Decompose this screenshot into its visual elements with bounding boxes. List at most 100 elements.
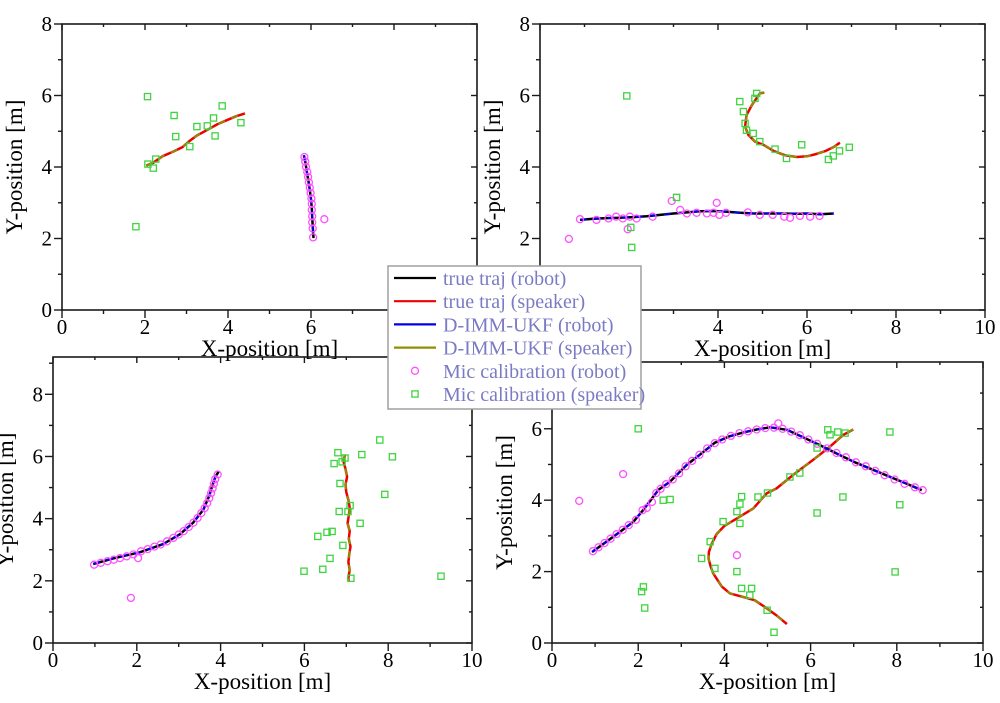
x-tick-label: 10 — [973, 648, 994, 672]
mic-calibration-speaker-marker — [845, 143, 854, 152]
legend: true traj (robot)true traj (speaker) D-IM… — [387, 265, 645, 410]
mic-calibration-robot-marker — [703, 444, 712, 453]
mic-calibration-robot-marker — [880, 471, 889, 480]
mic-calibration-speaker-marker — [627, 223, 635, 232]
mic-calibration-robot-marker — [778, 424, 787, 433]
mic-calibration-speaker-marker — [149, 164, 158, 172]
mic-calibration-speaker-marker — [771, 145, 779, 153]
mic-calibration-robot-marker — [900, 479, 909, 488]
mic-calibration-robot-marker — [692, 208, 701, 217]
mic-calibration-speaker-marker — [623, 92, 631, 100]
mic-calibration-speaker-marker — [326, 554, 334, 563]
y-tick-label: 8 — [42, 12, 53, 36]
mic-calibration-robot-marker — [308, 224, 317, 233]
legend-item-label: D-IMM-UKF (speaker) — [443, 338, 632, 360]
mic-calibration-robot-marker — [303, 172, 313, 182]
x-axis-label: X-position [m] — [699, 669, 836, 694]
mic-calibration-speaker-marker — [813, 444, 821, 452]
mic-calibration-speaker-marker — [330, 459, 338, 468]
y-tick-label: 4 — [42, 155, 53, 179]
y-tick-label: 6 — [33, 444, 44, 468]
x-tick-label: 0 — [57, 315, 68, 339]
legend-item: D-IMM-UKF (speaker) — [394, 338, 632, 360]
d-imm-ukf-robot-line — [591, 426, 923, 553]
mic-calibration-robot-marker — [812, 439, 822, 448]
true-traj-robot-line — [92, 471, 220, 566]
mic-calibration-robot-marker — [647, 497, 657, 507]
mic-calibration-robot-marker — [676, 205, 685, 215]
mic-calibration-speaker-marker — [666, 495, 674, 504]
legend-item: Mic calibration (speaker) — [411, 384, 645, 406]
x-axis-label: X-position [m] — [194, 669, 331, 694]
mic-calibration-robot-marker — [695, 450, 704, 459]
mic-calibration-speaker-marker — [323, 528, 331, 537]
mic-calibration-robot-marker — [303, 167, 312, 177]
legend-item: true traj (speaker) — [394, 291, 585, 313]
d-imm-ukf-robot-line — [579, 210, 834, 221]
legend-square-swatch — [411, 390, 419, 398]
mic-calibration-speaker-marker — [751, 94, 759, 103]
d-imm-ukf-speaker-line — [707, 428, 854, 625]
mic-calibration-robot-marker — [668, 475, 677, 484]
mic-calibration-robot-marker — [306, 188, 315, 198]
x-tick-label: 0 — [48, 648, 59, 672]
true-traj-speaker-line — [743, 91, 841, 159]
mic-calibration-robot-marker — [184, 522, 193, 532]
mic-calibration-robot-marker — [755, 210, 764, 220]
subplot-bottom-left: 0 2 4 6 8 10 0 2 4 6 8 X-position [m] Y-position [m] — [0, 356, 483, 694]
x-tick-label: 8 — [892, 648, 903, 672]
mic-calibration-speaker-marker — [336, 479, 344, 488]
mic-calibration-robot-marker — [307, 194, 316, 203]
y-axis-label: Y-position [m] — [0, 433, 18, 568]
mic-calibration-speaker-marker — [754, 493, 762, 501]
legend-circle-swatch — [410, 366, 420, 375]
mic-calibration-speaker-marker — [300, 567, 308, 575]
legend-box — [387, 265, 642, 410]
mic-calibration-robot-marker — [575, 215, 585, 224]
legend-item: true traj (robot) — [394, 268, 566, 290]
mic-calibration-robot-marker — [761, 423, 770, 433]
mic-calibration-speaker-marker — [334, 448, 342, 457]
mic-calibration-speaker-marker — [886, 428, 894, 436]
legend-item-label: Mic calibration (robot) — [443, 361, 626, 383]
mic-calibration-robot-marker — [743, 427, 753, 436]
mic-calibration-robot-marker — [308, 218, 317, 227]
x-tick-label: 4 — [223, 315, 234, 339]
mic-calibration-robot-marker — [815, 211, 824, 221]
mic-calibration-robot-marker — [648, 212, 657, 221]
y-tick-label: 2 — [33, 569, 44, 593]
mic-calibration-robot-marker — [203, 498, 212, 508]
y-tick-label: 4 — [520, 155, 531, 179]
mic-calibration-robot-marker — [743, 208, 752, 217]
mic-calibration-robot-marker — [910, 483, 920, 492]
mic-calibration-robot-marker — [871, 466, 880, 476]
x-tick-label: 2 — [140, 315, 151, 339]
d-imm-ukf-speaker-line — [145, 112, 246, 167]
true-traj-robot-line — [579, 209, 834, 222]
mic-calibration-robot-marker — [304, 178, 314, 187]
x-tick-label: 6 — [802, 315, 813, 339]
mic-calibration-speaker-marker — [737, 492, 746, 501]
x-tick-label: 8 — [383, 648, 394, 672]
mic-calibration-speaker-marker — [891, 568, 899, 576]
mic-calibration-robot-marker — [785, 213, 795, 222]
mic-calibration-robot-marker — [769, 423, 779, 432]
mic-calibration-robot-marker — [687, 456, 697, 466]
mic-calibration-robot-marker — [918, 486, 927, 495]
mic-calibration-robot-marker — [652, 488, 661, 498]
mic-calibration-robot-marker — [200, 503, 209, 513]
mic-calibration-robot-marker — [592, 215, 601, 225]
legend-item: Mic calibration (robot) — [410, 361, 626, 383]
mic-calibration-speaker-marker — [834, 428, 842, 436]
mic-calibration-speaker-marker — [376, 436, 384, 444]
mic-calibration-speaker-marker — [786, 473, 794, 481]
mic-calibration-speaker-marker — [193, 122, 201, 131]
y-tick-label: 2 — [520, 227, 531, 251]
mic-calibration-speaker-marker — [752, 89, 761, 98]
mic-calibration-robot-marker — [795, 211, 805, 221]
mic-calibration-speaker-marker — [770, 628, 778, 637]
mic-calibration-speaker-marker — [733, 507, 741, 516]
mic-calibration-robot-marker — [638, 506, 647, 515]
x-tick-label: 4 — [713, 315, 724, 339]
